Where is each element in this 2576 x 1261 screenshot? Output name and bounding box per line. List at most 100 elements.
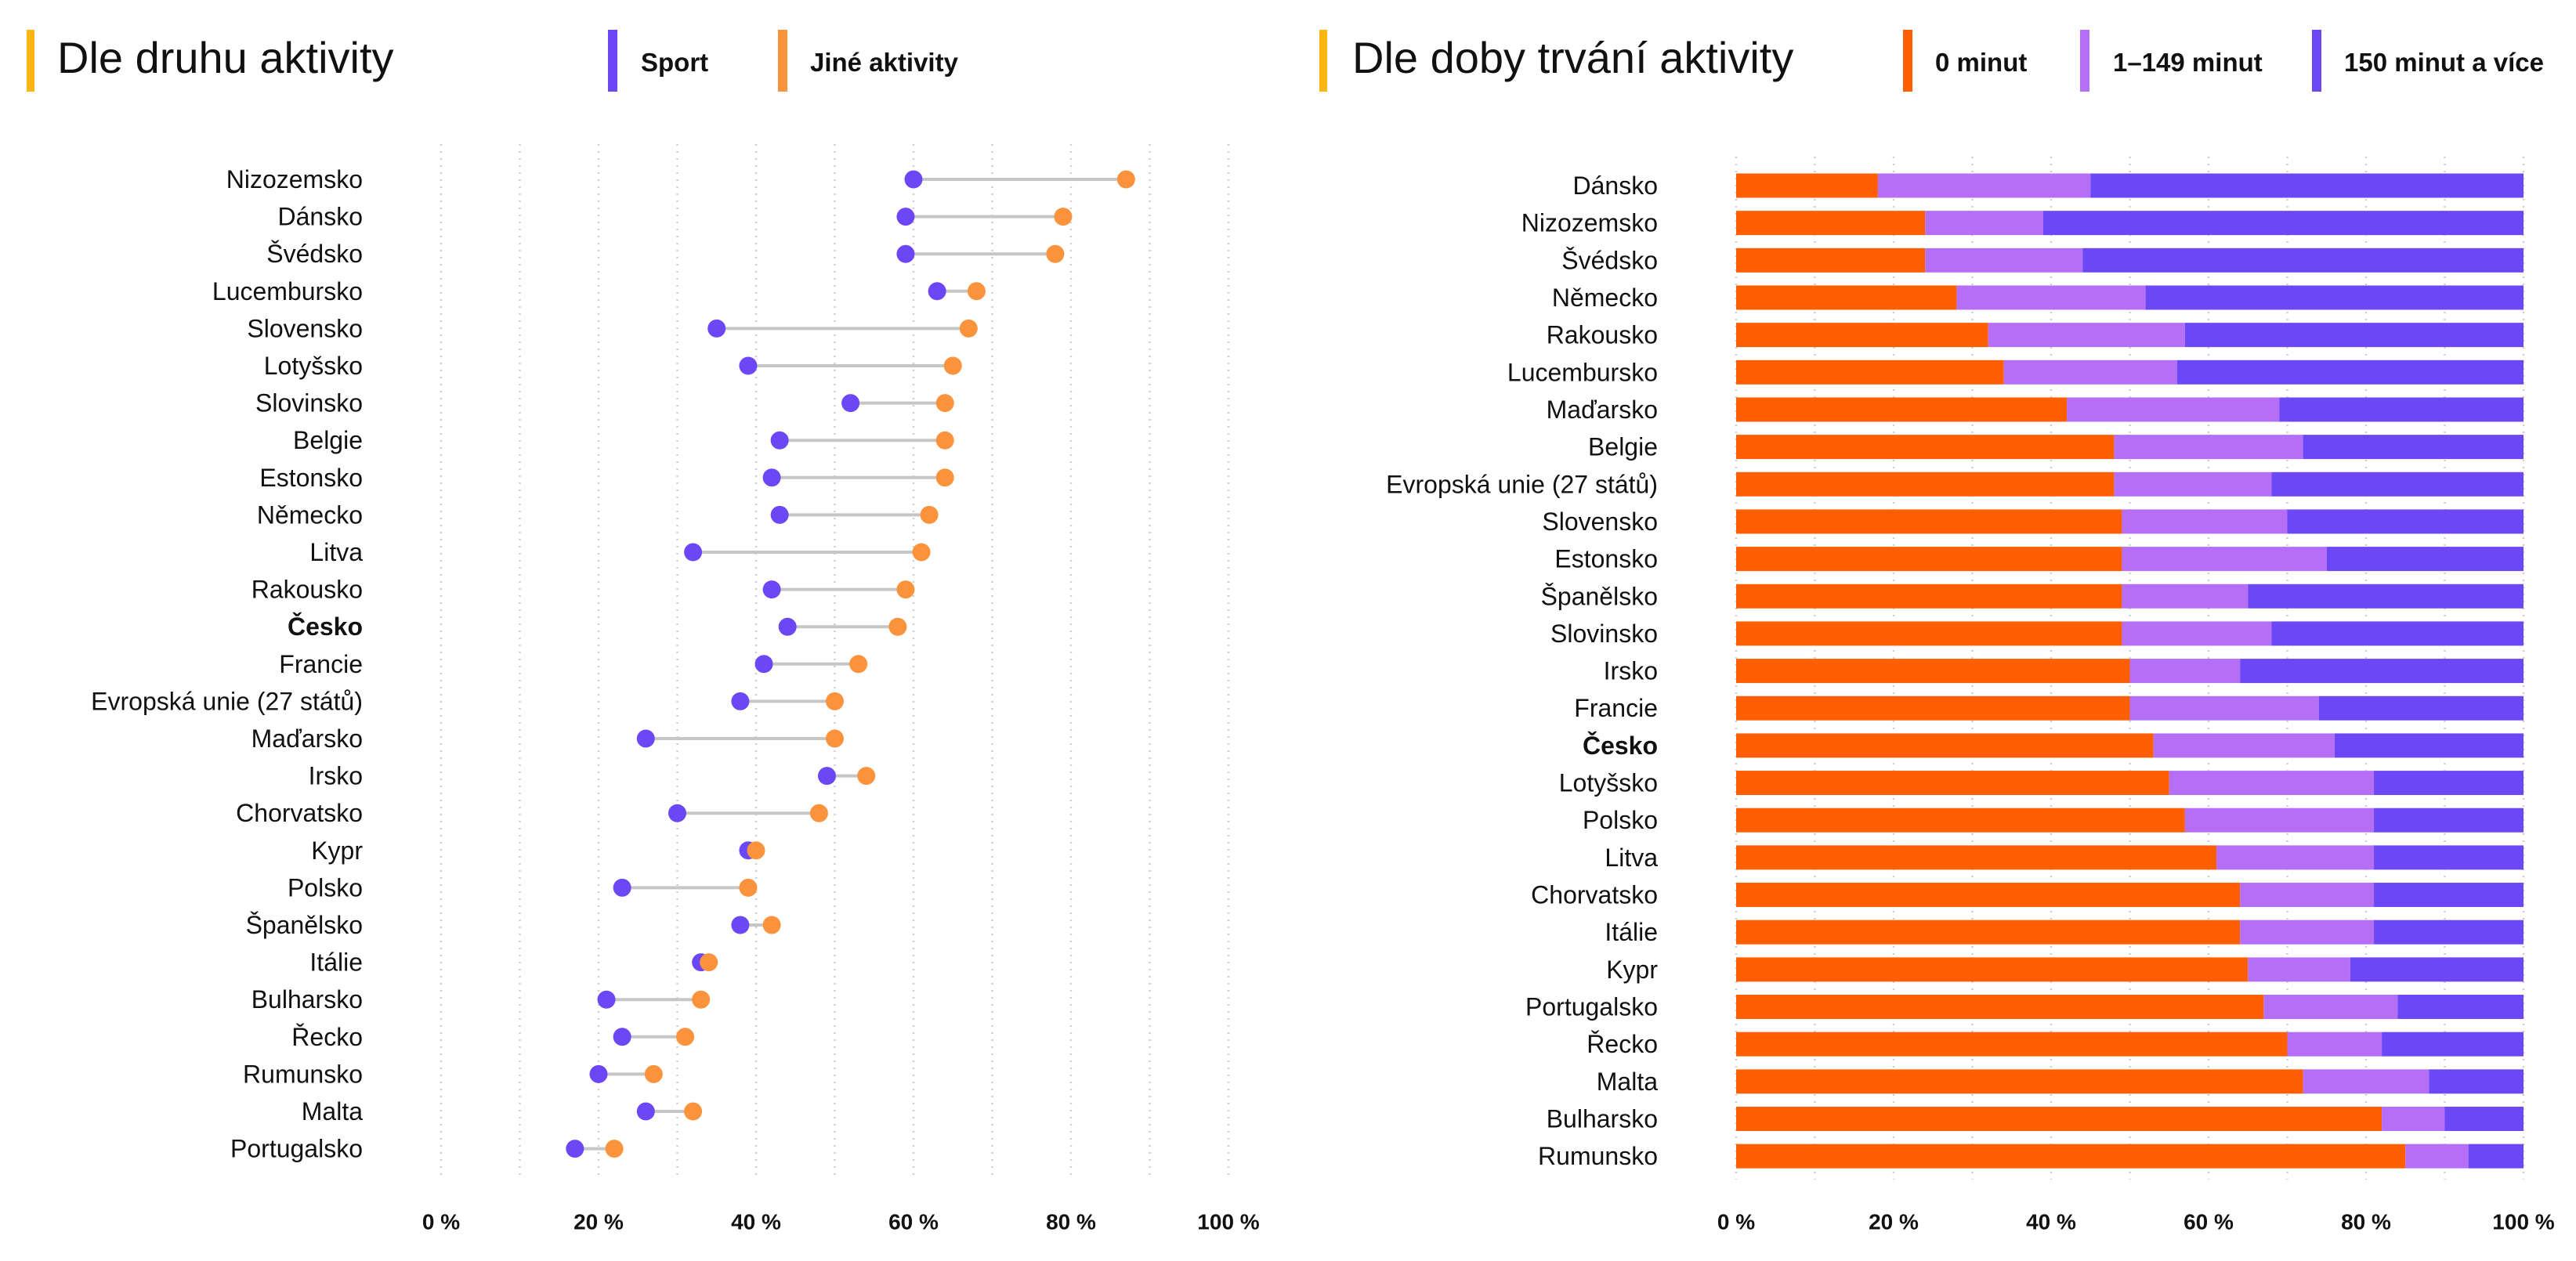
activity-type-dumbbell-chart: Nizozemsko Dánsko Švédsko Lucembursko Sloven… <box>91 144 1260 1234</box>
dot-sport-nemecko <box>770 505 789 524</box>
dot-jine-aktivity-lotyssko <box>943 356 962 375</box>
bar-portugalsko-1-149-minut <box>2263 995 2398 1020</box>
dot-sport-bulharsko <box>597 990 616 1009</box>
dot-jine-aktivity-spanelsko <box>762 916 781 934</box>
dot-sport-slovensko <box>707 319 726 338</box>
bar-svedsko-1-149-minut <box>1925 248 2083 273</box>
bar-svedsko-150-minut-a-vice <box>2082 248 2524 273</box>
bar-dansko-0-minut <box>1736 173 1878 198</box>
category-label-spanelsko: Španělsko <box>246 911 363 939</box>
bar-estonsko-0-minut <box>1736 547 2122 572</box>
dot-sport-lucembursko <box>928 282 946 301</box>
bar-svedsko-0-minut <box>1736 248 1926 273</box>
dot-jine-aktivity-italie <box>700 953 718 972</box>
legend-label-sport: Sport <box>641 48 709 77</box>
dot-sport-irsko <box>817 767 836 786</box>
bar-malta-1-149-minut <box>2303 1069 2429 1094</box>
dot-jine-aktivity-svedsko <box>1046 244 1065 263</box>
legend-swatch-0-minut <box>1903 30 1912 92</box>
dot-sport-spanelsko <box>731 916 750 934</box>
dot-sport-litva <box>684 543 703 562</box>
dot-sport-portugalsko <box>566 1140 584 1158</box>
dot-jine-aktivity-evropska-unie-27-statu <box>826 692 844 710</box>
category-label-chorvatsko: Chorvatsko <box>1531 881 1658 909</box>
bar-nemecko-150-minut-a-vice <box>2145 285 2524 310</box>
bar-estonsko-1-149-minut <box>2122 547 2327 572</box>
dot-jine-aktivity-rumunsko <box>644 1064 663 1083</box>
category-label-cesko: Česko <box>1583 732 1658 760</box>
category-label-portugalsko: Portugalsko <box>230 1135 363 1163</box>
x-tick-label: 20 % <box>573 1210 624 1234</box>
dot-sport-malta <box>636 1102 655 1121</box>
category-label-madarsko: Maďarsko <box>1547 396 1658 424</box>
bar-belgie-1-149-minut <box>2114 435 2303 460</box>
bar-bulharsko-0-minut <box>1736 1107 2382 1131</box>
bar-rumunsko-150-minut-a-vice <box>2468 1144 2524 1169</box>
dot-jine-aktivity-recko <box>676 1028 695 1046</box>
x-tick-label: 0 % <box>422 1210 460 1234</box>
legend-swatch-sport <box>608 30 617 92</box>
category-label-svedsko: Švédsko <box>1561 246 1658 274</box>
bar-chorvatsko-0-minut <box>1736 883 2241 908</box>
bar-cesko-0-minut <box>1736 733 2154 758</box>
category-label-estonsko: Estonsko <box>1554 545 1658 573</box>
bar-belgie-0-minut <box>1736 435 2115 460</box>
bar-rumunsko-1-149-minut <box>2405 1144 2469 1169</box>
bar-rakousko-1-149-minut <box>1988 323 2185 348</box>
dot-jine-aktivity-madarsko <box>826 729 844 748</box>
bar-spanelsko-150-minut-a-vice <box>2248 584 2524 609</box>
dot-jine-aktivity-cesko <box>888 617 907 636</box>
bar-lotyssko-1-149-minut <box>2169 771 2375 796</box>
category-label-irsko: Irsko <box>1604 657 1658 685</box>
bar-nemecko-1-149-minut <box>1956 285 2146 310</box>
left-chart-title: Dle druhu aktivity <box>57 33 394 82</box>
bar-nemecko-0-minut <box>1736 285 1957 310</box>
category-label-polsko: Polsko <box>1583 806 1658 834</box>
legend-label-1-149-minut: 1–149 minut <box>2113 48 2263 77</box>
category-label-madarsko: Maďarsko <box>251 724 363 753</box>
bar-cesko-1-149-minut <box>2153 733 2335 758</box>
bar-slovensko-1-149-minut <box>2122 509 2288 534</box>
dot-jine-aktivity-irsko <box>857 767 876 786</box>
category-label-dansko: Dánsko <box>1573 172 1659 200</box>
bar-malta-150-minut-a-vice <box>2429 1069 2524 1094</box>
bar-slovinsko-150-minut-a-vice <box>2271 621 2524 646</box>
dot-sport-madarsko <box>636 729 655 748</box>
bar-nizozemsko-150-minut-a-vice <box>2042 211 2524 236</box>
category-label-italie: Itálie <box>1605 918 1658 946</box>
category-label-recko: Řecko <box>1586 1030 1658 1058</box>
bar-evropska-unie-27-statu-1-149-minut <box>2114 472 2272 497</box>
dot-sport-svedsko <box>896 244 915 263</box>
category-label-slovensko: Slovensko <box>1542 508 1658 536</box>
bar-cesko-150-minut-a-vice <box>2334 733 2524 758</box>
bar-polsko-1-149-minut <box>2184 808 2375 833</box>
category-label-bulharsko: Bulharsko <box>1547 1105 1658 1133</box>
category-label-slovinsko: Slovinsko <box>1550 620 1658 648</box>
category-label-chorvatsko: Chorvatsko <box>236 799 363 827</box>
category-label-belgie: Belgie <box>1588 433 1658 461</box>
category-label-litva: Litva <box>1605 844 1658 872</box>
bar-portugalsko-150-minut-a-vice <box>2397 995 2524 1020</box>
bar-madarsko-0-minut <box>1736 397 2068 422</box>
category-label-litva: Litva <box>309 538 363 566</box>
category-label-malta: Malta <box>302 1097 363 1126</box>
dot-jine-aktivity-belgie <box>935 431 954 450</box>
bar-slovensko-150-minut-a-vice <box>2287 509 2524 534</box>
bar-portugalsko-0-minut <box>1736 995 2264 1020</box>
legend-label-jine-aktivity: Jiné aktivity <box>810 48 958 77</box>
category-label-portugalsko: Portugalsko <box>1525 993 1658 1021</box>
bar-bulharsko-150-minut-a-vice <box>2444 1107 2524 1131</box>
x-tick-label: 60 % <box>888 1210 939 1234</box>
bar-irsko-150-minut-a-vice <box>2240 659 2524 684</box>
category-label-spanelsko: Španělsko <box>1541 582 1658 610</box>
category-label-rumunsko: Rumunsko <box>243 1060 363 1088</box>
bar-irsko-0-minut <box>1736 659 2130 684</box>
bar-litva-0-minut <box>1736 845 2217 870</box>
x-tick-label: 80 % <box>2341 1210 2391 1234</box>
bar-italie-1-149-minut <box>2240 920 2375 945</box>
bar-dansko-150-minut-a-vice <box>2090 173 2524 198</box>
bar-lotyssko-0-minut <box>1736 771 2169 796</box>
dot-jine-aktivity-nemecko <box>920 505 939 524</box>
bar-rakousko-150-minut-a-vice <box>2184 323 2524 348</box>
bar-dansko-1-149-minut <box>1877 173 2091 198</box>
